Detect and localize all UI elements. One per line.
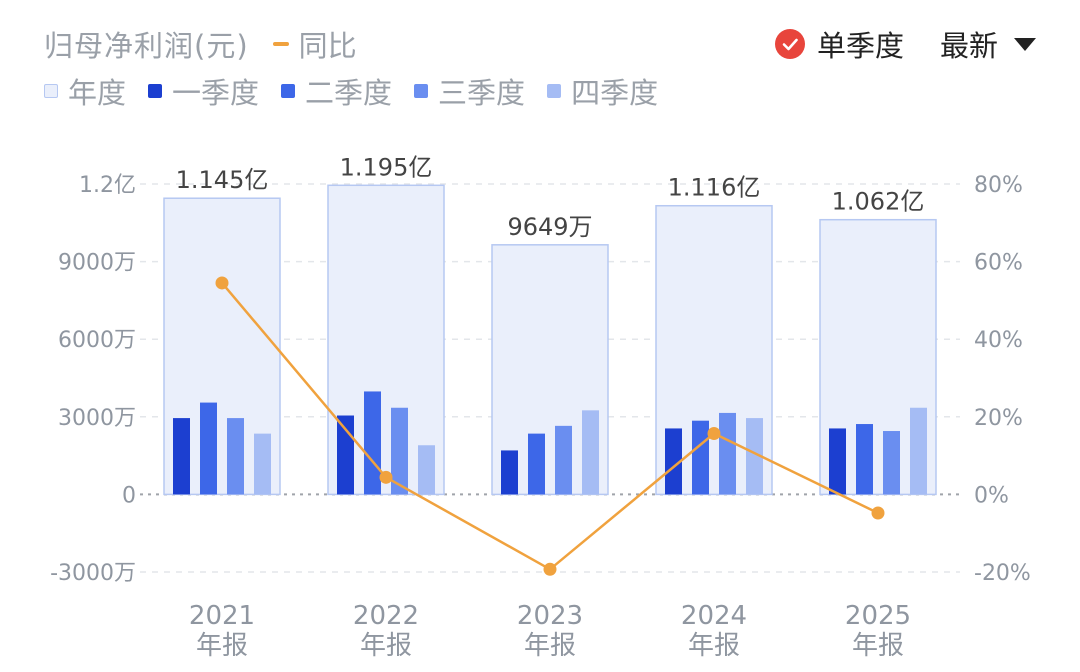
x-axis-label: 年报 xyxy=(852,631,904,661)
quarter-bar-q1 xyxy=(337,415,354,495)
legend-label-q3: 三季度 xyxy=(438,76,526,110)
chart-title: 归母净利润(元) xyxy=(44,29,249,63)
left-axis-tick-label: 3000万 xyxy=(58,406,136,431)
legend-label-q4: 四季度 xyxy=(571,76,659,110)
legend-label-q1: 一季度 xyxy=(172,76,260,110)
right-axis-tick-label: 60% xyxy=(974,251,1023,276)
x-axis-label: 2021 xyxy=(189,601,255,631)
left-axis-tick-label: 6000万 xyxy=(58,328,136,353)
quarter-bar-q3 xyxy=(719,412,736,495)
yoy-point xyxy=(543,562,557,576)
yoy-legend-marker xyxy=(272,42,289,46)
x-axis-label: 2022 xyxy=(353,601,419,631)
latest-dropdown[interactable]: 最新 xyxy=(939,29,998,63)
quarter-bar-q4 xyxy=(418,445,435,495)
legend-label-annual: 年度 xyxy=(68,76,127,110)
legend-item-q1[interactable]: 一季度 xyxy=(148,70,259,112)
quarter-bar-q3 xyxy=(555,425,572,495)
legend-swatch-q4 xyxy=(547,84,562,98)
x-axis-label: 2023 xyxy=(517,601,583,631)
quarter-bar-q4 xyxy=(254,433,271,495)
legend-swatch-q3 xyxy=(414,84,429,98)
legend-item-q3[interactable]: 三季度 xyxy=(414,70,525,112)
right-axis-tick-label: -20% xyxy=(974,561,1031,586)
annual-value-label: 9649万 xyxy=(507,213,592,241)
yoy-point xyxy=(707,426,721,440)
quarter-bar-q3 xyxy=(227,418,244,495)
x-axis-label: 2024 xyxy=(681,601,747,631)
quarter-bar-q2 xyxy=(364,391,381,495)
legend-item-q4[interactable]: 四季度 xyxy=(547,70,658,112)
annual-value-label: 1.195亿 xyxy=(340,153,433,181)
chart-legend: 年度 一季度 二季度 三季度 四季度 xyxy=(44,72,680,110)
quarter-bar-q2 xyxy=(692,420,709,495)
annual-value-label: 1.116亿 xyxy=(668,174,761,202)
single-quarter-toggle[interactable]: 单季度 xyxy=(816,29,904,63)
legend-swatch-q2 xyxy=(281,84,296,98)
period-controls: 单季度 最新 xyxy=(774,24,1036,64)
yoy-point xyxy=(379,470,393,484)
quarter-bar-q1 xyxy=(829,428,846,495)
quarter-bar-q3 xyxy=(391,407,408,495)
left-axis-tick-label: 1.2亿 xyxy=(79,173,136,198)
chart-header: 归母净利润(元) 同比 xyxy=(44,24,357,64)
yoy-point xyxy=(871,506,885,520)
legend-swatch-q1 xyxy=(148,84,163,98)
annual-value-label: 1.062亿 xyxy=(832,188,925,216)
right-axis-tick-label: 80% xyxy=(974,173,1023,198)
yoy-point xyxy=(215,276,229,290)
check-icon[interactable] xyxy=(774,29,805,59)
left-axis-tick-label: -3000万 xyxy=(50,561,136,586)
quarter-bar-q3 xyxy=(883,431,900,495)
annual-value-label: 1.145亿 xyxy=(176,166,269,194)
quarter-bar-q1 xyxy=(665,428,682,495)
legend-item-q2[interactable]: 二季度 xyxy=(281,70,392,112)
right-axis-tick-label: 40% xyxy=(974,328,1023,353)
quarter-bar-q1 xyxy=(501,450,518,495)
legend-label-q2: 二季度 xyxy=(305,76,393,110)
x-axis-label: 2025 xyxy=(845,601,911,631)
x-axis-label: 年报 xyxy=(360,631,412,661)
quarter-bar-q4 xyxy=(910,407,927,495)
quarter-bar-q4 xyxy=(746,418,763,495)
legend-swatch-annual xyxy=(44,84,58,98)
left-axis-tick-label: 9000万 xyxy=(58,251,136,276)
yoy-legend-label: 同比 xyxy=(298,29,357,63)
quarter-bar-q2 xyxy=(200,402,217,495)
left-axis-tick-label: 0 xyxy=(122,483,136,508)
right-axis-tick-label: 20% xyxy=(974,406,1023,431)
right-axis-tick-label: 0% xyxy=(974,483,1009,508)
dropdown-caret-icon[interactable] xyxy=(1014,37,1036,51)
legend-item-annual[interactable]: 年度 xyxy=(44,70,126,112)
quarter-bar-q2 xyxy=(528,433,545,495)
check-circle xyxy=(774,29,805,59)
quarter-bar-q1 xyxy=(173,418,190,495)
x-axis-label: 年报 xyxy=(688,631,740,661)
x-axis-label: 年报 xyxy=(196,631,248,661)
x-axis-label: 年报 xyxy=(524,631,576,661)
quarter-bar-q4 xyxy=(582,410,599,495)
quarter-bar-q2 xyxy=(856,424,873,495)
